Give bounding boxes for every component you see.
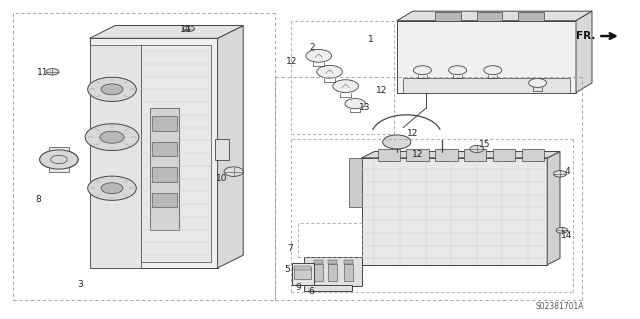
Circle shape xyxy=(345,99,365,109)
Text: 5: 5 xyxy=(284,265,289,274)
Text: 12: 12 xyxy=(376,86,387,95)
Circle shape xyxy=(101,183,123,194)
Circle shape xyxy=(383,135,411,149)
Text: 13: 13 xyxy=(359,103,371,112)
Circle shape xyxy=(224,167,243,176)
Circle shape xyxy=(333,80,358,93)
Text: 11: 11 xyxy=(36,68,48,77)
Bar xyxy=(294,266,311,270)
Text: 8: 8 xyxy=(36,195,41,204)
Circle shape xyxy=(306,49,332,62)
Circle shape xyxy=(554,171,566,177)
Text: 7: 7 xyxy=(287,244,292,253)
Text: FR.: FR. xyxy=(576,31,595,41)
Polygon shape xyxy=(90,45,141,268)
Polygon shape xyxy=(304,285,352,291)
Polygon shape xyxy=(141,45,211,262)
Bar xyxy=(314,260,323,264)
Circle shape xyxy=(183,26,195,32)
Circle shape xyxy=(40,150,78,169)
Polygon shape xyxy=(403,78,570,93)
Polygon shape xyxy=(362,152,560,158)
Bar xyxy=(344,264,353,281)
Text: 1: 1 xyxy=(369,35,374,44)
Polygon shape xyxy=(218,26,243,268)
Polygon shape xyxy=(397,11,592,21)
Bar xyxy=(152,167,177,182)
Polygon shape xyxy=(547,152,560,265)
Circle shape xyxy=(470,145,484,152)
Bar xyxy=(464,149,486,161)
Text: 12: 12 xyxy=(285,57,297,66)
Text: 14: 14 xyxy=(180,25,191,34)
Circle shape xyxy=(556,227,568,233)
Bar xyxy=(49,147,69,172)
Circle shape xyxy=(85,124,139,151)
Bar xyxy=(435,149,458,161)
Text: 15: 15 xyxy=(479,140,491,149)
Text: 12: 12 xyxy=(412,150,424,159)
Circle shape xyxy=(413,66,431,75)
Bar xyxy=(493,149,515,161)
Text: 12: 12 xyxy=(407,129,419,137)
Polygon shape xyxy=(90,26,243,38)
Bar xyxy=(344,260,353,264)
Circle shape xyxy=(529,78,547,87)
Text: 4: 4 xyxy=(565,167,570,176)
Bar xyxy=(328,264,337,281)
Bar xyxy=(328,260,337,264)
Polygon shape xyxy=(362,158,547,265)
Bar xyxy=(406,149,429,161)
Bar xyxy=(522,149,544,161)
Circle shape xyxy=(51,155,67,164)
Circle shape xyxy=(101,84,123,95)
Polygon shape xyxy=(349,158,362,207)
Bar xyxy=(435,12,461,21)
Polygon shape xyxy=(576,11,592,93)
Polygon shape xyxy=(397,21,576,93)
Bar xyxy=(477,12,502,21)
Circle shape xyxy=(449,66,467,75)
Circle shape xyxy=(88,77,136,101)
Text: S02381701A: S02381701A xyxy=(536,302,584,311)
Text: 9: 9 xyxy=(296,283,301,292)
Text: 3: 3 xyxy=(77,280,83,289)
Circle shape xyxy=(88,176,136,200)
Text: 6: 6 xyxy=(309,287,314,296)
Bar xyxy=(518,12,544,21)
Bar xyxy=(152,116,177,131)
Bar xyxy=(152,193,177,207)
Text: 10: 10 xyxy=(216,174,228,183)
Bar xyxy=(150,108,179,230)
Polygon shape xyxy=(90,38,218,268)
Bar xyxy=(152,142,177,156)
Text: 2: 2 xyxy=(310,43,315,52)
Bar xyxy=(215,139,229,160)
Circle shape xyxy=(40,150,78,169)
Circle shape xyxy=(484,66,502,75)
Circle shape xyxy=(46,69,59,75)
Polygon shape xyxy=(292,263,314,285)
Polygon shape xyxy=(304,257,362,286)
Circle shape xyxy=(317,65,342,78)
Bar xyxy=(294,267,311,279)
Circle shape xyxy=(100,131,124,143)
Bar xyxy=(378,149,400,161)
Text: 14: 14 xyxy=(561,231,572,240)
Bar xyxy=(314,264,323,281)
